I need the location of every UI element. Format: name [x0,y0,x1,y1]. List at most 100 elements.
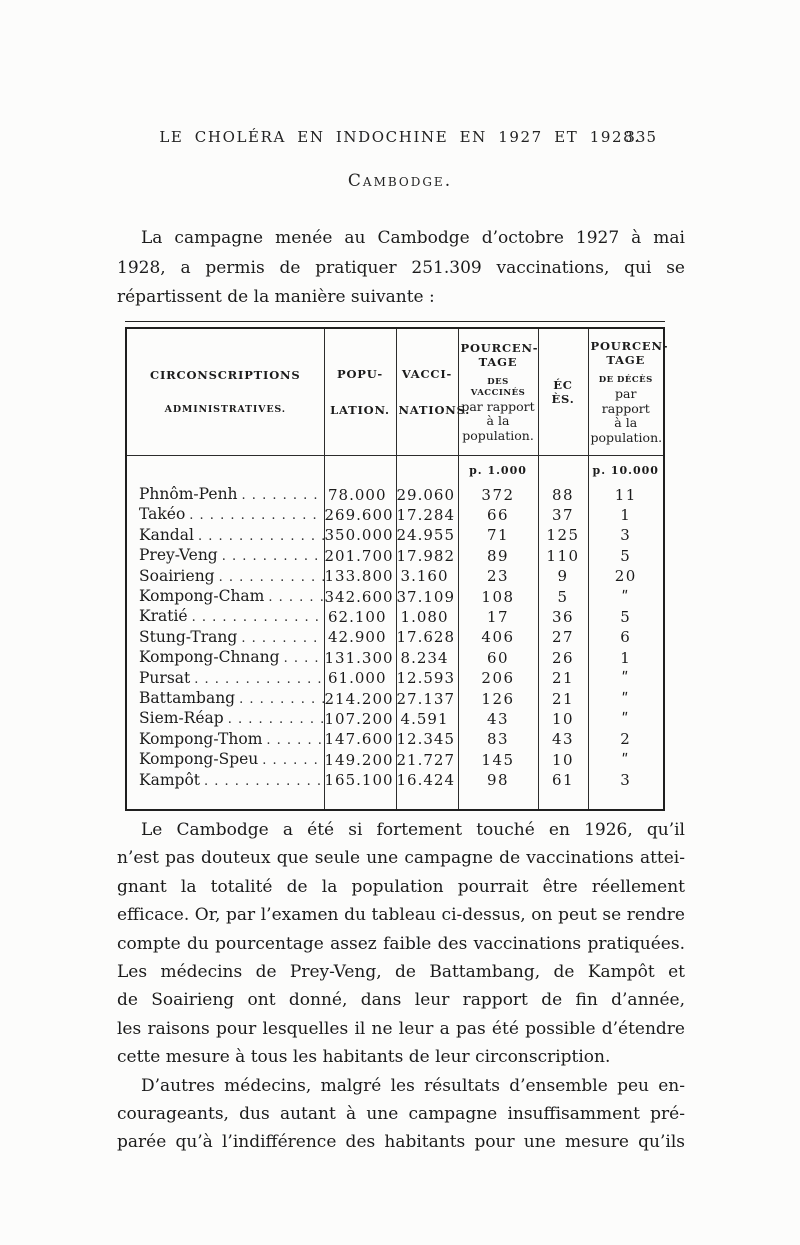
table-row: Kampôt 165.100 16.424 98 61 3 [127,770,663,792]
header-line: CIRCONSCRIPTIONS [150,368,301,382]
header-line: DE DÉCÈS [598,375,653,385]
cell-circonscription: Takéo [127,505,325,526]
circonscription-name: Stung-Trang [139,627,238,646]
cell-population: 78.000 [324,485,397,506]
table-row: Takéo 269.600 17.284 66 37 1 [127,505,663,526]
header-line: POURCEN- [460,340,539,355]
table-row: Soairieng 133.800 3.160 23 9 20 [127,566,663,588]
cell-circonscription: Kompong-Cham [127,587,325,608]
cell-deces: 88 [538,485,589,506]
paragraph-line: gnant la totalité de la population pourr… [117,876,685,897]
spacer-cell [324,791,397,810]
cell-circonscription: Siem-Réap [127,709,325,730]
cell-pct-deces: ʺ [621,689,630,708]
cell-vaccinations: 29.060 [396,485,459,506]
cell-population: 149.200 [324,750,397,771]
cell-deces: 125 [538,525,589,547]
cell-pct-deces: 5 [620,607,632,626]
cell-pct-deces: ʺ [621,709,630,728]
cell-pct-vaccines: 145 [458,750,539,771]
circonscription-name: Takéo [139,505,186,524]
paragraph-line: parée qu’à l’indifférence des habitants … [117,1132,685,1153]
vaccination-table-box: CIRCONSCRIPTIONS ADMINISTRATIVES. POPU- … [125,327,669,812]
header-deces: ÉC ÈS. [538,329,589,456]
header-line: DES VACCINÉS [470,376,526,398]
cell-circonscription: Kandal [127,525,325,547]
cell-population: 214.200 [324,689,397,710]
dot-leader [264,587,323,607]
cell-pct-deces: ʺ [621,669,630,688]
cell-pct-deces: 1 [620,505,632,524]
cell-circonscription: Kompong-Speu [127,750,325,771]
cell-vaccinations: 3.160 [396,566,459,588]
circonscription-name: Soairieng [139,566,215,585]
cell-pct-vaccines: 43 [458,709,539,730]
table-row: Kratié 62.100 1.080 17 36 5 [127,607,663,628]
table-row: Prey-Veng 201.700 17.982 89 110 5 [127,546,663,567]
dot-leader [258,750,323,770]
cell-pct-deces: 11 [614,485,637,504]
table-row: Kompong-Speu 149.200 21.727 145 10 ʺ [127,750,663,771]
cell-vaccinations: 12.593 [396,668,459,690]
cell-deces: 21 [538,668,589,690]
header-line: ÉC ÈS. [551,378,575,406]
cell-circonscription: Kratié [127,607,325,628]
cell-pct-deces: 2 [620,730,632,749]
cell-vaccinations: 1.080 [396,607,459,628]
cell-circonscription: Pursat [127,668,325,690]
spacer-cell [458,791,539,810]
paragraph-line: répartissent de la manière suivante : [117,287,435,307]
header-pct-vaccines: POURCEN- TAGE DES VACCINÉS par rapport à… [458,329,539,456]
cell-deces: 36 [538,607,589,628]
circonscription-name: Kampôt [139,770,201,789]
spacer-cell [396,791,459,810]
cell-pct-vaccines: 206 [458,668,539,690]
cell-deces: 37 [538,505,589,526]
cell-circonscription: Kompong-Thom [127,729,325,751]
dot-leader [238,485,323,505]
paragraph-line: 1928, a permis de pratiquer 251.309 vacc… [117,257,685,278]
cell-deces: 26 [538,648,589,669]
cell-deces: 9 [538,566,589,588]
paragraph-line: La campagne menée au Cambodge d’octobre … [141,228,685,248]
cell-pct-vaccines: 372 [458,485,539,506]
unit-per-10000: p. 10.000 [592,464,659,477]
unit-cell-empty [538,455,589,485]
dot-leader [185,505,323,525]
cell-pct-deces: 3 [620,771,632,790]
spacer-cell [538,791,589,810]
unit-per-1000: p. 1.000 [458,455,539,485]
dot-leader [218,546,323,566]
cell-population: 133.800 [324,566,397,588]
cell-pct-deces: ʺ [621,587,630,606]
cell-circonscription: Kampôt [127,770,325,792]
cell-circonscription: Kompong-Chnang [127,648,325,669]
cell-circonscription: Stung-Trang [127,627,325,649]
header-line: POURCEN- [590,339,669,353]
dot-leader [190,669,323,689]
cell-deces: 61 [538,770,589,792]
cell-population: 269.600 [324,505,397,526]
table-row: Phnôm-Penh 78.000 29.060 372 88 11 [127,485,663,506]
paragraph-line: courageants, dus autant à une campagne i… [117,1104,685,1125]
dot-leader [194,526,323,546]
circonscription-name: Kandal [139,525,194,544]
circonscription-name: Prey-Veng [139,546,218,565]
dot-leader [188,607,323,627]
vaccination-table-frame: CIRCONSCRIPTIONS ADMINISTRATIVES. POPU- … [125,321,669,812]
header-line: ADMINISTRATIVES. [164,404,286,415]
header-line: par rapport [461,398,535,414]
table-row: Siem-Réap 107.200 4.591 43 10 ʺ [127,709,663,730]
header-line: à la [614,415,638,430]
dot-leader [280,648,323,668]
cell-vaccinations: 17.982 [396,546,459,567]
cell-pct-vaccines: 406 [458,627,539,649]
body-text: Le Cambodge a été si fortement touché en… [117,816,685,1157]
table-body: Phnôm-Penh 78.000 29.060 372 88 11 Takéo… [127,485,663,792]
circonscription-name: Kratié [139,607,188,626]
dot-leader [235,689,323,709]
table-row: Kompong-Chnang 131.300 8.234 60 26 1 [127,648,663,669]
dot-leader [262,730,323,750]
cell-deces: 43 [538,729,589,751]
